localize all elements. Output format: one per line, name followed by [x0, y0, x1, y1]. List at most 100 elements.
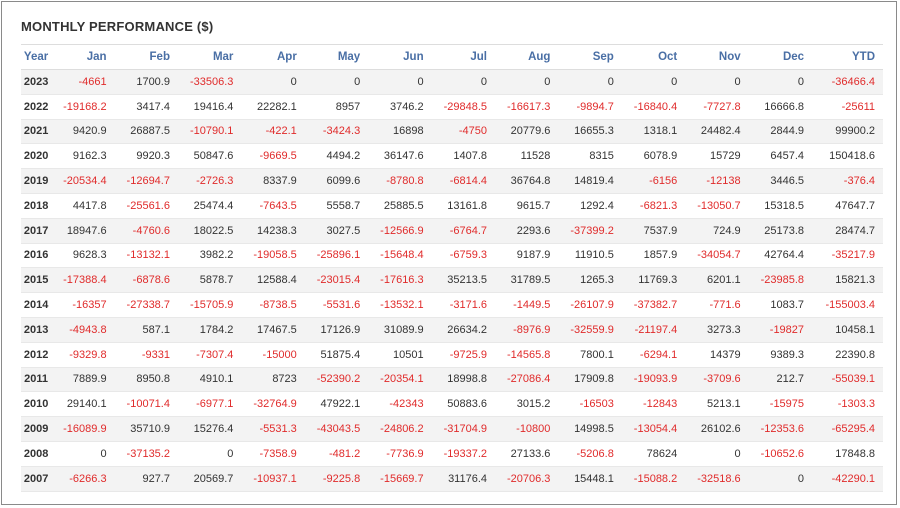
value-cell-jul: -19337.2	[431, 441, 496, 467]
value-cell-sep: 15448.1	[558, 466, 622, 492]
value-cell-jun: 31089.9	[368, 317, 432, 343]
value-cell-jul: 26634.2	[431, 317, 496, 343]
column-header-sep: Sep	[558, 44, 622, 70]
value-cell-jan: -9329.8	[51, 342, 115, 368]
value-cell-may: -52390.2	[304, 367, 369, 393]
year-cell: 2019	[21, 168, 52, 194]
value-cell-mar: 15276.4	[177, 416, 242, 442]
value-cell-jun: -7736.9	[368, 441, 432, 467]
value-cell-nov: -771.6	[685, 292, 749, 318]
value-cell-feb: 1700.9	[114, 69, 178, 95]
value-cell-dec: 3446.5	[748, 168, 813, 194]
table-row: 2008 0 -37135.2 0 -7358.9 -481.2 -7736.9 -19337…	[21, 441, 883, 467]
value-cell-apr: 17467.5	[241, 317, 305, 343]
year-cell: 2015	[21, 267, 52, 294]
value-cell-sep: -5206.8	[558, 441, 622, 467]
value-cell-nov: -13050.7	[685, 193, 749, 219]
value-cell-may: 8957	[304, 94, 369, 120]
value-cell-jun: 10501	[368, 342, 432, 368]
value-cell-jul: -6814.4	[431, 168, 496, 194]
value-cell-jul: -4750	[431, 119, 496, 145]
value-cell-aug: -20706.3	[495, 466, 559, 492]
value-cell-mar: -10790.1	[177, 119, 242, 145]
column-header-apr: Apr	[241, 44, 305, 70]
table-row: 2021 9420.9 26887.5 -10790.1 -422.1 -3424.3 16…	[21, 119, 883, 145]
value-cell-sep: -32559.9	[558, 317, 622, 343]
table-row: 2015 -17388.4 -6878.6 5878.7 12588.4 -23015.4…	[21, 267, 883, 294]
value-cell-apr: -19058.5	[241, 243, 305, 269]
value-cell-sep: 17909.8	[558, 367, 622, 393]
value-cell-may: -25896.1	[304, 243, 369, 269]
value-cell-may: 5558.7	[304, 193, 369, 219]
value-cell-aug: 11528	[495, 143, 559, 170]
value-cell-mar: 20569.7	[177, 466, 242, 492]
value-cell-oct: 1857.9	[621, 243, 686, 269]
value-cell-jun: -15648.4	[368, 243, 432, 269]
value-cell-aug: 27133.6	[495, 441, 559, 467]
value-cell-oct: -6156	[621, 168, 686, 194]
value-cell-aug: 2293.6	[495, 218, 559, 244]
header-row: Year Jan Feb Mar Apr May Jun Jul Aug Sep Oct Nov Dec…	[21, 44, 883, 70]
value-cell-may: -5531.6	[304, 292, 369, 318]
value-cell-jun: -20354.1	[368, 367, 432, 393]
year-cell: 2014	[21, 292, 52, 318]
table-row: 2009 -16089.9 35710.9 15276.4 -5531.3 -43043.…	[21, 416, 883, 442]
column-header-jun: Jun	[368, 44, 432, 70]
year-cell: 2023	[21, 69, 52, 95]
column-header-mar: Mar	[177, 44, 242, 70]
table-row: 2018 4417.8 -25561.6 25474.4 -7643.5 5558.7 25…	[21, 193, 883, 219]
value-cell-jan: 7889.9	[51, 367, 115, 393]
value-cell-jun: -8780.8	[368, 168, 432, 194]
table-row: 2007 -6266.3 927.7 20569.7 -10937.1 -9225.8 -1…	[21, 466, 883, 492]
value-cell-dec: 0	[748, 466, 813, 492]
value-cell-nov: 24482.4	[685, 119, 749, 145]
value-cell-nov: -3709.6	[685, 367, 749, 393]
value-cell-feb: -12694.7	[114, 168, 178, 194]
value-cell-nov: -7727.8	[685, 94, 749, 120]
value-cell-apr: -5531.3	[241, 416, 305, 442]
value-cell-dec: 9389.3	[748, 342, 813, 368]
value-cell-jun: 3746.2	[368, 94, 432, 120]
value-cell-jan: 9420.9	[51, 119, 115, 145]
value-cell-jun: 36147.6	[368, 143, 432, 170]
value-cell-jan: -4943.8	[51, 317, 115, 343]
value-cell-feb: -6878.6	[114, 267, 178, 294]
value-cell-ytd: -35217.9	[812, 243, 883, 269]
year-cell: 2010	[21, 391, 52, 418]
value-cell-oct: 6078.9	[621, 143, 686, 170]
value-cell-sep: 8315	[558, 143, 622, 170]
value-cell-may: 6099.6	[304, 168, 369, 194]
value-cell-may: 0	[304, 69, 369, 95]
value-cell-sep: 1292.4	[558, 193, 622, 219]
table-row: 2016 9628.3 -13132.1 3982.2 -19058.5 -25896.1…	[21, 243, 883, 269]
value-cell-may: -3424.3	[304, 119, 369, 145]
value-cell-aug: -14565.8	[495, 342, 559, 368]
value-cell-aug: -10800	[495, 416, 559, 442]
value-cell-mar: -2726.3	[177, 168, 242, 194]
value-cell-mar: -15705.9	[177, 292, 242, 318]
value-cell-may: 17126.9	[304, 317, 369, 343]
value-cell-may: 3027.5	[304, 218, 369, 244]
table-row: 2023 -4661 1700.9 -33506.3 0 0 0 0 0 0 0 0 0 -36466.4	[21, 69, 883, 95]
value-cell-sep: 0	[558, 69, 622, 95]
value-cell-mar: 5878.7	[177, 267, 242, 294]
year-cell: 2011	[21, 367, 52, 393]
value-cell-jun: 16898	[368, 119, 432, 145]
value-cell-dec: 15318.5	[748, 193, 813, 219]
value-cell-nov: 0	[685, 441, 749, 467]
value-cell-apr: -8738.5	[241, 292, 305, 318]
value-cell-nov: -12138	[685, 168, 749, 194]
value-cell-mar: 3982.2	[177, 243, 242, 269]
value-cell-mar: 25474.4	[177, 193, 242, 219]
value-cell-aug: -27086.4	[495, 367, 559, 393]
value-cell-may: 51875.4	[304, 342, 369, 368]
value-cell-jul: 0	[431, 69, 496, 95]
value-cell-feb: -37135.2	[114, 441, 178, 467]
value-cell-nov: 3273.3	[685, 317, 749, 343]
value-cell-feb: 35710.9	[114, 416, 178, 442]
value-cell-aug: 3015.2	[495, 391, 559, 418]
value-cell-aug: 0	[495, 69, 559, 95]
value-cell-aug: -1449.5	[495, 292, 559, 318]
value-cell-jul: -3171.6	[431, 292, 496, 318]
value-cell-oct: 11769.3	[621, 267, 686, 294]
